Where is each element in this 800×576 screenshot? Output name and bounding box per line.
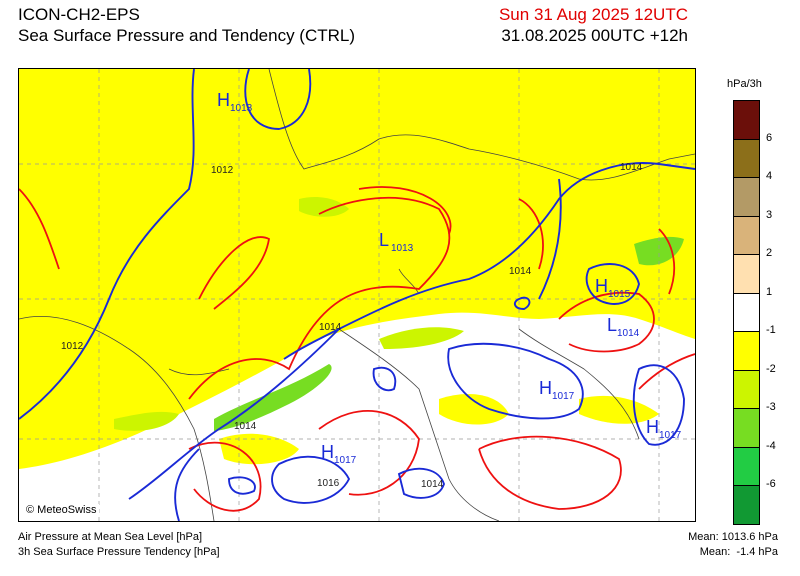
- green-patch: [379, 327, 464, 349]
- high-center: H 1017: [646, 417, 682, 441]
- isobars: [19, 69, 695, 521]
- isobar-label: 1014: [234, 421, 257, 432]
- legend-swatch: [733, 100, 760, 140]
- field-means: Mean: 1013.6 hPa Mean: -1.4 hPa: [688, 530, 778, 560]
- isobar-label: 1012: [211, 165, 234, 176]
- pressure-mean: Mean: 1013.6 hPa: [688, 531, 778, 543]
- legend-swatch: [733, 215, 760, 255]
- center-value: 1015: [608, 289, 631, 300]
- legend-swatch: [733, 292, 760, 332]
- map-panel: H 1013 L 1013 H 1015 L 1014 H 1017 H 1017 H 101…: [18, 68, 696, 522]
- pressure-field-label: Air Pressure at Mean Sea Level [hPa]: [18, 531, 203, 543]
- legend-swatch: [733, 446, 760, 486]
- center-value: 1017: [334, 455, 357, 466]
- high-center: H 1013: [217, 90, 253, 114]
- center-value: 1017: [659, 430, 682, 441]
- legend-label: -6: [766, 478, 776, 490]
- legend-label: 1: [766, 285, 773, 298]
- center-symbol: H: [217, 90, 230, 110]
- run-time: 31.08.2025 00UTC +12h: [501, 26, 688, 45]
- field-descriptions: Air Pressure at Mean Sea Level [hPa] 3h …: [18, 530, 220, 560]
- isobar-labels: 1012 1014 1014 1014 1012 1014 1016 1014: [61, 162, 643, 490]
- isobar-label: 1014: [319, 322, 342, 333]
- model-name: ICON-CH2-EPS: [18, 5, 140, 24]
- legend-label: -3: [766, 401, 776, 413]
- copyright-notice: © MeteoSwiss: [23, 504, 100, 516]
- isobar-label: 1016: [317, 478, 340, 489]
- isobar-label: 1014: [421, 479, 444, 490]
- legend-swatch: [733, 408, 760, 448]
- center-value: 1013: [230, 103, 253, 114]
- green-patch: [634, 236, 684, 266]
- tendency-contours: [19, 186, 695, 512]
- legend-swatch: [733, 254, 760, 294]
- white-region: [19, 312, 695, 521]
- legend-swatch: [733, 369, 760, 409]
- legend-label: -2: [766, 362, 776, 375]
- legend-label: 2: [766, 247, 773, 259]
- pressure-center-labels: H 1013 L 1013 H 1015 L 1014 H 1017 H 1017 H 101…: [217, 90, 682, 466]
- green-patch: [299, 197, 349, 217]
- legend-swatch: [733, 331, 760, 371]
- center-symbol: H: [539, 378, 552, 398]
- center-symbol: L: [379, 230, 389, 250]
- legend-swatch: [733, 138, 760, 178]
- product-name: Sea Surface Pressure and Tendency (CTRL): [18, 26, 356, 45]
- legend-label: -4: [766, 439, 776, 452]
- valid-time: Sun 31 Aug 2025 12UTC: [498, 5, 688, 24]
- center-symbol: H: [595, 276, 608, 296]
- center-value: 1014: [617, 328, 640, 339]
- center-symbol: H: [321, 442, 334, 462]
- title-block: ICON-CH2-EPS Sea Surface Pressure and Te…: [18, 4, 355, 46]
- center-symbol: H: [646, 417, 659, 437]
- high-center: H 1015: [595, 276, 631, 300]
- center-value: 1013: [391, 243, 414, 254]
- yellow-patch: [439, 394, 509, 425]
- legend-unit: hPa/3h: [727, 78, 762, 90]
- isobar-label: 1012: [61, 341, 84, 352]
- high-center: H 1017: [321, 442, 357, 466]
- center-value: 1017: [552, 391, 575, 402]
- map-svg: H 1013 L 1013 H 1015 L 1014 H 1017 H 1017 H 101…: [19, 69, 695, 521]
- center-symbol: L: [607, 315, 617, 335]
- legend-swatch: [733, 485, 760, 525]
- low-center: L 1013: [379, 230, 414, 254]
- low-center: L 1014: [607, 315, 640, 339]
- isobar-label: 1014: [620, 162, 643, 173]
- legend-swatch: [733, 177, 760, 217]
- isobar-label: 1014: [509, 266, 532, 277]
- yellow-patch: [579, 395, 659, 424]
- country-borders: [19, 69, 695, 521]
- tendency-mean: Mean: -1.4 hPa: [699, 546, 778, 558]
- green-patch: [214, 364, 332, 431]
- tendency-field-label: 3h Sea Surface Pressure Tendency [hPa]: [18, 546, 220, 558]
- legend-label: 3: [766, 208, 773, 221]
- legend-label: -1: [766, 324, 776, 336]
- time-block: Sun 31 Aug 2025 12UTC 31.08.2025 00UTC +…: [499, 4, 688, 46]
- legend-label: 4: [766, 170, 773, 182]
- high-center: H 1017: [539, 378, 575, 402]
- graticule: [19, 69, 695, 521]
- green-patch: [114, 411, 179, 431]
- legend-label: 6: [766, 131, 773, 144]
